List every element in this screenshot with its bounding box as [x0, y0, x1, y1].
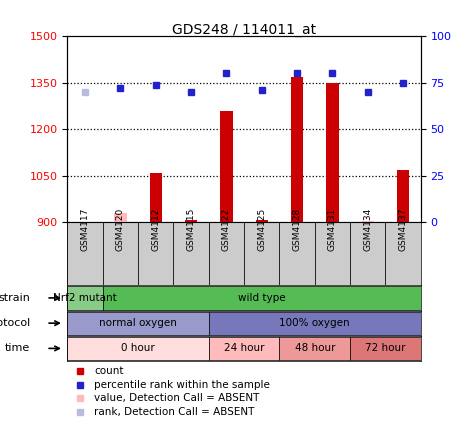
- Text: protocol: protocol: [0, 318, 30, 328]
- Bar: [114, 213, 126, 222]
- Bar: [138, 222, 173, 285]
- Text: 0 hour: 0 hour: [121, 343, 155, 354]
- Bar: [67, 222, 103, 285]
- Text: strain: strain: [0, 293, 30, 303]
- Bar: [397, 170, 409, 222]
- Bar: [103, 222, 138, 285]
- Text: GDS248 / 114011_at: GDS248 / 114011_at: [172, 23, 316, 37]
- Bar: [67, 286, 103, 310]
- Bar: [220, 111, 232, 222]
- Text: 48 hour: 48 hour: [294, 343, 335, 354]
- Text: rank, Detection Call = ABSENT: rank, Detection Call = ABSENT: [94, 407, 254, 417]
- Bar: [209, 337, 279, 360]
- Bar: [350, 337, 421, 360]
- Bar: [291, 77, 303, 222]
- Bar: [150, 173, 162, 222]
- Bar: [185, 220, 197, 222]
- Bar: [244, 222, 279, 285]
- Text: Nrf2 mutant: Nrf2 mutant: [53, 293, 117, 303]
- Bar: [256, 220, 268, 222]
- Bar: [315, 222, 350, 285]
- Text: GSM4134: GSM4134: [363, 207, 372, 250]
- Text: 24 hour: 24 hour: [224, 343, 265, 354]
- Text: value, Detection Call = ABSENT: value, Detection Call = ABSENT: [94, 393, 259, 403]
- Text: GSM4128: GSM4128: [292, 207, 302, 250]
- Bar: [385, 222, 421, 285]
- Text: 100% oxygen: 100% oxygen: [279, 318, 350, 328]
- Text: wild type: wild type: [238, 293, 286, 303]
- Text: GSM4137: GSM4137: [399, 207, 408, 250]
- Bar: [326, 83, 339, 222]
- Text: GSM4117: GSM4117: [80, 207, 90, 250]
- Bar: [350, 222, 385, 285]
- Bar: [173, 222, 209, 285]
- Bar: [67, 337, 209, 360]
- Text: count: count: [94, 366, 123, 376]
- Bar: [279, 337, 350, 360]
- Bar: [209, 222, 244, 285]
- Text: GSM4125: GSM4125: [257, 207, 266, 250]
- Text: GSM4115: GSM4115: [186, 207, 196, 250]
- Bar: [209, 311, 421, 335]
- Text: GSM4120: GSM4120: [116, 207, 125, 250]
- Bar: [67, 311, 209, 335]
- Text: GSM4131: GSM4131: [328, 207, 337, 250]
- Text: 72 hour: 72 hour: [365, 343, 406, 354]
- Text: time: time: [5, 343, 30, 354]
- Text: normal oxygen: normal oxygen: [99, 318, 177, 328]
- Text: GSM4122: GSM4122: [222, 207, 231, 250]
- Bar: [362, 221, 374, 222]
- Text: GSM4112: GSM4112: [151, 207, 160, 250]
- Bar: [279, 222, 315, 285]
- Text: percentile rank within the sample: percentile rank within the sample: [94, 380, 270, 390]
